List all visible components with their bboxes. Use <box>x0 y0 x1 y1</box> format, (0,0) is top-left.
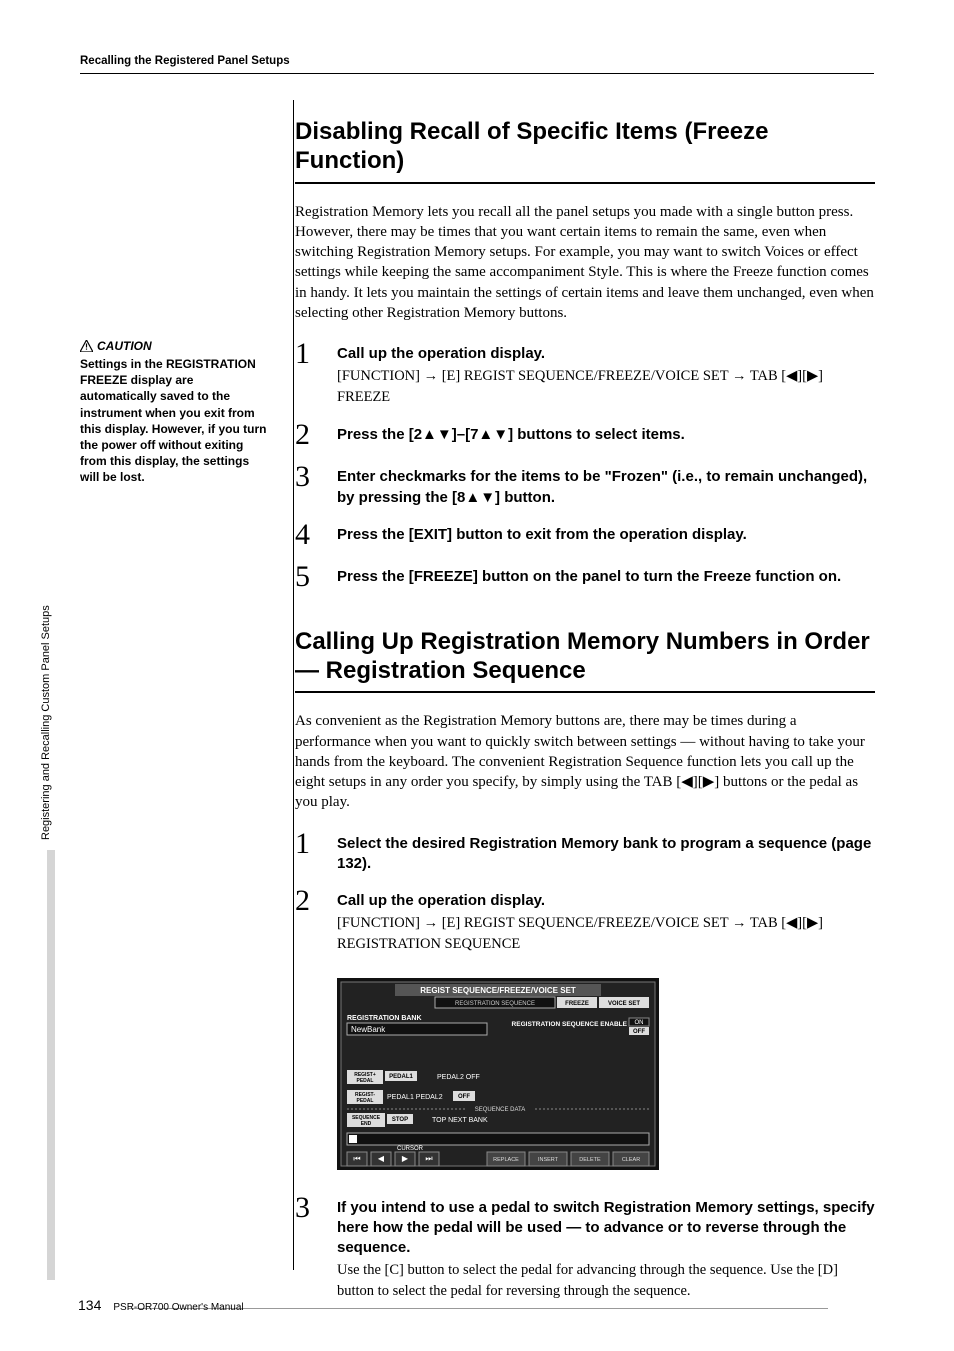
step-number: 3 <box>295 1193 337 1303</box>
svg-text:TOP NEXT BANK: TOP NEXT BANK <box>432 1117 488 1124</box>
step-title: Press the [2▲▼]–[7▲▼] buttons to select … <box>337 425 875 445</box>
caution-body: Settings in the REGISTRATION FREEZE disp… <box>80 356 270 486</box>
step-number: 5 <box>295 562 337 592</box>
side-tab-bar <box>47 850 55 1280</box>
svg-text:PEDAL: PEDAL <box>357 1078 374 1084</box>
step-title: Enter checkmarks for the items to be "Fr… <box>337 467 875 508</box>
step-body: Enter checkmarks for the items to be "Fr… <box>337 462 875 508</box>
step: 3 If you intend to use a pedal to switch… <box>295 1193 875 1303</box>
caution-text-label: CAUTION <box>97 339 152 353</box>
heading-regseq: Calling Up Registration Memory Numbers i… <box>295 628 875 694</box>
svg-text:⏭: ⏭ <box>425 1154 432 1163</box>
step-number: 3 <box>295 462 337 508</box>
step: 2 Call up the operation display. [FUNCTI… <box>295 886 875 955</box>
main-content: Disabling Recall of Specific Items (Free… <box>295 118 875 1302</box>
svg-text:◀: ◀ <box>378 1154 385 1163</box>
step: 4 Press the [EXIT] button to exit from t… <box>295 520 875 550</box>
step-body: Call up the operation display. [FUNCTION… <box>337 339 875 408</box>
para-regseq: As convenient as the Registration Memory… <box>295 711 875 812</box>
svg-text:FREEZE: FREEZE <box>565 1001 589 1007</box>
step-title: If you intend to use a pedal to switch R… <box>337 1198 875 1259</box>
svg-text:PEDAL2 OFF: PEDAL2 OFF <box>437 1074 480 1081</box>
step: 1 Select the desired Registration Memory… <box>295 829 875 875</box>
svg-text:PEDAL1: PEDAL1 <box>389 1074 413 1080</box>
step-sub: [FUNCTION] → [E] REGIST SEQUENCE/FREEZE/… <box>337 913 875 955</box>
step-sub: [FUNCTION] → [E] REGIST SEQUENCE/FREEZE/… <box>337 366 875 408</box>
step-sub: Use the [C] button to select the pedal f… <box>337 1260 875 1302</box>
svg-text:REGISTRATION BANK: REGISTRATION BANK <box>347 1015 422 1022</box>
svg-text:REPLACE: REPLACE <box>493 1157 519 1163</box>
svg-text:⏮: ⏮ <box>353 1154 360 1163</box>
svg-text:REGISTRATION SEQUENCE ENABLE: REGISTRATION SEQUENCE ENABLE <box>512 1021 628 1028</box>
step: 2 Press the [2▲▼]–[7▲▼] buttons to selec… <box>295 420 875 450</box>
header-section-title: Recalling the Registered Panel Setups <box>80 55 874 74</box>
step-body: If you intend to use a pedal to switch R… <box>337 1193 875 1303</box>
step-title: Call up the operation display. <box>337 344 875 364</box>
step-body: Call up the operation display. [FUNCTION… <box>337 886 875 955</box>
step-number: 1 <box>295 339 337 408</box>
step-title: Select the desired Registration Memory b… <box>337 834 875 875</box>
svg-text:VOICE SET: VOICE SET <box>608 1001 640 1007</box>
svg-text:END: END <box>361 1121 372 1127</box>
svg-text:NewBank: NewBank <box>351 1025 386 1034</box>
step-body: Press the [FREEZE] button on the panel t… <box>337 562 875 592</box>
svg-text:PEDAL: PEDAL <box>357 1098 374 1104</box>
svg-text:OFF: OFF <box>633 1029 645 1035</box>
svg-text:▶: ▶ <box>402 1154 409 1163</box>
step-body: Select the desired Registration Memory b… <box>337 829 875 875</box>
svg-text:CLEAR: CLEAR <box>622 1157 640 1163</box>
step-title: Press the [FREEZE] button on the panel t… <box>337 567 875 587</box>
footer: 134 PSR-OR700 Owner's Manual <box>78 1297 244 1313</box>
step-title: Call up the operation display. <box>337 891 875 911</box>
page-number: 134 <box>78 1297 101 1313</box>
svg-text:INSERT: INSERT <box>538 1157 559 1163</box>
svg-text:PEDAL1 PEDAL2: PEDAL1 PEDAL2 <box>387 1094 443 1101</box>
step-number: 2 <box>295 420 337 450</box>
step-title: Press the [EXIT] button to exit from the… <box>337 525 875 545</box>
lcd-screenshot: REGIST SEQUENCE/FREEZE/VOICE SET REGISTR… <box>337 978 659 1170</box>
step-body: Press the [2▲▼]–[7▲▼] buttons to select … <box>337 420 875 450</box>
heading-freeze: Disabling Recall of Specific Items (Free… <box>295 118 875 184</box>
svg-text:REGISTRATION SEQUENCE: REGISTRATION SEQUENCE <box>455 1001 535 1007</box>
step-number: 4 <box>295 520 337 550</box>
svg-text:DELETE: DELETE <box>579 1157 601 1163</box>
caution-icon <box>80 340 93 352</box>
sidebar-caution: CAUTION Settings in the REGISTRATION FRE… <box>80 339 270 486</box>
svg-text:STOP: STOP <box>392 1117 408 1123</box>
step: 5 Press the [FREEZE] button on the panel… <box>295 562 875 592</box>
caution-label: CAUTION <box>80 339 270 353</box>
step: 1 Call up the operation display. [FUNCTI… <box>295 339 875 408</box>
step-number: 2 <box>295 886 337 955</box>
page: Recalling the Registered Panel Setups Re… <box>0 0 954 1351</box>
step-number: 1 <box>295 829 337 875</box>
side-tab-label: Registering and Recalling Custom Panel S… <box>40 605 52 840</box>
svg-text:REGIST SEQUENCE/FREEZE/VOICE S: REGIST SEQUENCE/FREEZE/VOICE SET <box>420 986 576 995</box>
svg-text:SEQUENCE DATA: SEQUENCE DATA <box>475 1107 525 1113</box>
footer-text: PSR-OR700 Owner's Manual <box>113 1302 243 1313</box>
svg-text:OFF: OFF <box>458 1094 470 1100</box>
para-freeze: Registration Memory lets you recall all … <box>295 202 875 324</box>
step-body: Press the [EXIT] button to exit from the… <box>337 520 875 550</box>
vertical-rule <box>293 100 294 1270</box>
svg-text:CURSOR: CURSOR <box>397 1146 424 1152</box>
svg-text:ON: ON <box>635 1020 644 1026</box>
step: 3 Enter checkmarks for the items to be "… <box>295 462 875 508</box>
section-regseq: Calling Up Registration Memory Numbers i… <box>295 628 875 1302</box>
